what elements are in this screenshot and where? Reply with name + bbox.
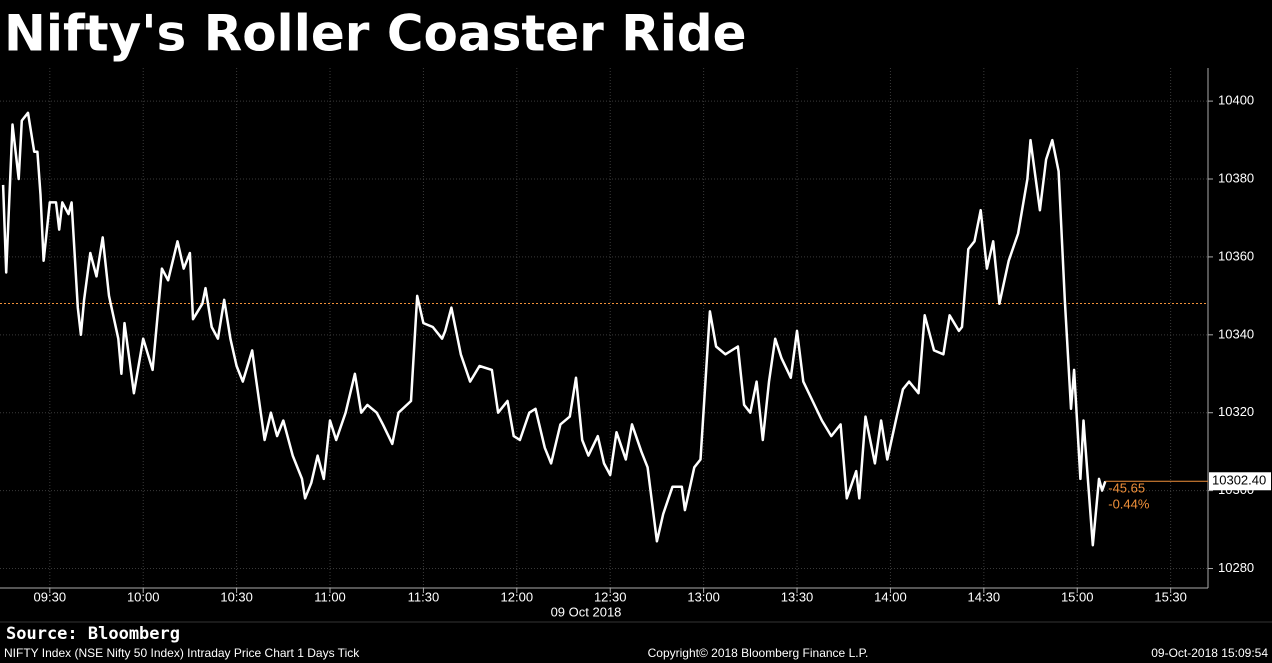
- y-tick-label: 10400: [1218, 93, 1254, 108]
- x-tick-label: 12:30: [594, 589, 627, 604]
- footer-description: NIFTY Index (NSE Nifty 50 Index) Intrada…: [4, 646, 360, 660]
- y-tick-label: 10320: [1218, 404, 1254, 419]
- pct-change: -0.44%: [1108, 497, 1150, 512]
- x-tick-label: 14:00: [874, 589, 907, 604]
- y-tick-label: 10380: [1218, 170, 1254, 185]
- x-tick-label: 10:30: [220, 589, 253, 604]
- x-tick-label: 10:00: [127, 589, 160, 604]
- last-value-label: 10302.40: [1212, 473, 1266, 488]
- x-tick-label: 15:00: [1061, 589, 1094, 604]
- chart-title: Nifty's Roller Coaster Ride: [4, 5, 747, 63]
- x-tick-label: 09:30: [34, 589, 67, 604]
- x-tick-label: 11:00: [314, 589, 346, 604]
- x-tick-label: 12:00: [501, 589, 534, 604]
- y-tick-label: 10340: [1218, 326, 1254, 341]
- y-tick-label: 10360: [1218, 248, 1254, 263]
- x-tick-label: 13:00: [687, 589, 720, 604]
- price-line: [1, 111, 1107, 547]
- footer-copyright: Copyright© 2018 Bloomberg Finance L.P.: [648, 646, 869, 660]
- last-value-box: [1209, 472, 1271, 491]
- net-change: -45.65: [1108, 481, 1145, 496]
- y-tick-label: 10280: [1218, 560, 1254, 575]
- x-tick-label: 13:30: [781, 589, 814, 604]
- x-axis-date: 09 Oct 2018: [551, 604, 622, 619]
- x-tick-label: 14:30: [968, 589, 1001, 604]
- x-tick-label: 11:30: [408, 589, 440, 604]
- x-tick-label: 15:30: [1154, 589, 1187, 604]
- source: Source: Bloomberg: [6, 624, 180, 644]
- footer-timestamp: 09-Oct-2018 15:09:54: [1151, 646, 1268, 660]
